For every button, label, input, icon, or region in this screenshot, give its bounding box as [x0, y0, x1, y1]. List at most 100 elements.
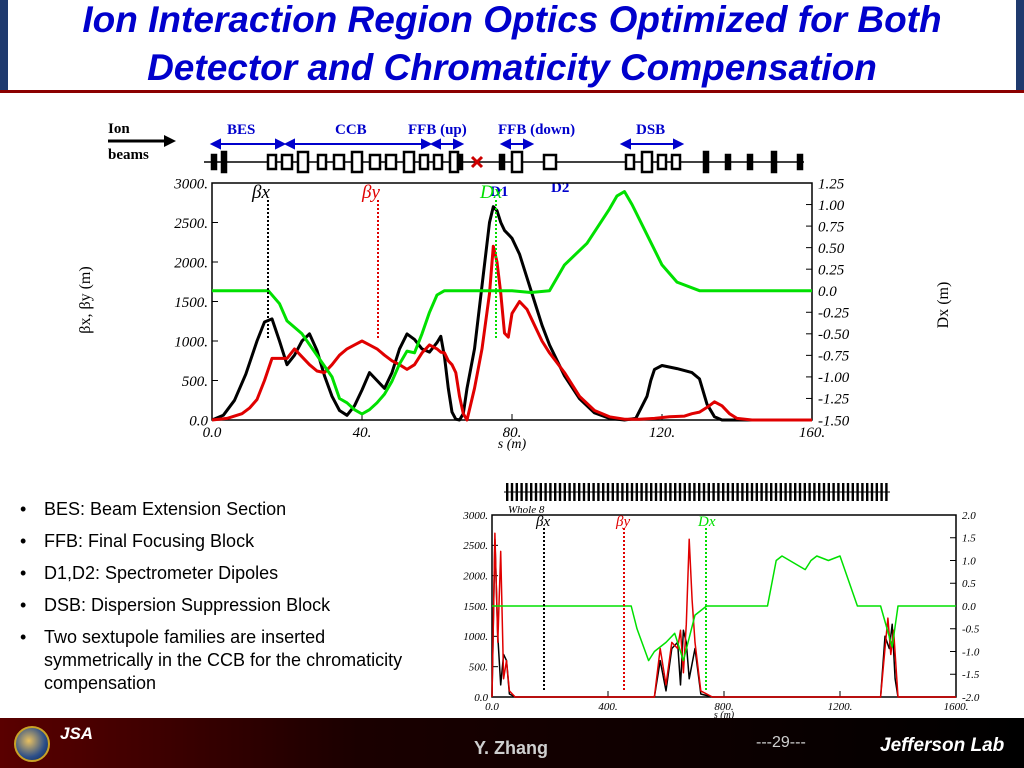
- title-edge-right: [1016, 0, 1024, 90]
- y2-tick-label: 0.75: [818, 219, 845, 235]
- beta-y-line: [211, 244, 812, 422]
- lattice-magnet: [542, 153, 558, 171]
- dispersion-line: [492, 555, 956, 662]
- legend-label: βx: [251, 182, 270, 203]
- title-rule: [0, 90, 1024, 93]
- x-tick-label: 40.: [353, 425, 372, 441]
- x-tick-label: 1600.: [944, 701, 969, 713]
- y2-tick-label: -0.50: [818, 327, 850, 343]
- y2-tick-label: 0.5: [962, 578, 976, 590]
- y2-tick-label: 2.0: [962, 510, 976, 522]
- y-tick-label: 2500.: [463, 540, 488, 552]
- y2-tick-label: 1.5: [962, 533, 976, 545]
- x-tick-label: 800.: [714, 701, 733, 713]
- y-tick-label: 1500.: [463, 601, 488, 613]
- lattice-elements: [210, 150, 804, 174]
- lattice-magnet: [746, 153, 754, 171]
- x-tick-label: 0.0: [203, 425, 222, 441]
- ion-label: Ion: [108, 121, 130, 137]
- page-number: ---29---: [756, 734, 806, 751]
- lattice-magnet: [702, 150, 710, 174]
- ffb-up-range-head-right: [453, 138, 465, 150]
- y-tick-label: 3000.: [173, 176, 208, 192]
- x-tick-label: 160.: [799, 425, 825, 441]
- dispersion-line: [212, 190, 812, 416]
- beams-label: beams: [108, 147, 149, 163]
- y-tick-label: 0.0: [474, 692, 488, 704]
- x-tick-label: 120.: [649, 425, 675, 441]
- bullet-item: FFB: Final Focusing Block: [18, 530, 418, 553]
- lattice-magnet: [266, 153, 278, 171]
- ion-beam-arrow-head: [164, 135, 176, 147]
- jsa-logo: JSA: [60, 724, 94, 743]
- y-tick-label: 2000.: [174, 255, 208, 271]
- y-tick-label: 2500.: [174, 216, 208, 232]
- y2-tick-label: 1.00: [818, 198, 845, 214]
- y-tick-label: 1000.: [174, 334, 208, 350]
- y-tick-label: 2000.: [463, 571, 488, 583]
- bullet-item: Two sextupole families are inserted symm…: [18, 626, 418, 695]
- bullet-list: BES: Beam Extension Section FFB: Final F…: [18, 498, 418, 704]
- bes-range-head-left: [209, 138, 221, 150]
- y-tick-label: 1500.: [174, 295, 208, 311]
- y-tick-label: 3000.: [462, 510, 488, 522]
- y2-tick-label: -0.75: [818, 349, 850, 365]
- lattice-magnet: [316, 153, 328, 171]
- x-tick-label: 1200.: [828, 701, 853, 713]
- section-label-dsb: DSB: [636, 122, 665, 138]
- bullet-item: DSB: Dispersion Suppression Block: [18, 594, 418, 617]
- x-mark-icon: [470, 155, 484, 169]
- dipole-label-d2: D2: [551, 180, 569, 196]
- lattice-magnet: [296, 150, 310, 174]
- beta-x-line: [491, 538, 956, 698]
- lattice-magnet: [770, 150, 778, 174]
- inset-lattice-elements: [504, 483, 890, 501]
- y2-tick-label: -1.50: [818, 413, 850, 429]
- ccb-range-head-right: [421, 138, 433, 150]
- y-tick-label: 500.: [182, 374, 208, 390]
- section-label-bes: BES: [227, 122, 255, 138]
- section-label-ccb: CCB: [335, 122, 367, 138]
- lattice-magnet: [670, 153, 682, 171]
- inset-plot-area: 0.0 400. 800. 1200. 1600. 0.0 500. 1000. 1500. 20…: [462, 504, 980, 720]
- y2-tick-label: 1.0: [962, 555, 976, 567]
- y2-tick-label: 0.0: [962, 601, 976, 613]
- lattice-magnet: [368, 153, 382, 171]
- ffb-up-range-head-left: [429, 138, 441, 150]
- legend-label: Dx: [697, 514, 716, 530]
- lattice-magnet: [624, 153, 636, 171]
- dsb-range-head-right: [673, 138, 685, 150]
- lattice-magnet: [656, 153, 668, 171]
- lattice-magnet: [210, 153, 218, 171]
- slide-title-line2: Detector and Chromaticity Compensation: [147, 47, 877, 88]
- lattice-magnet: [384, 153, 398, 171]
- y2-tick-label: -0.25: [818, 306, 850, 322]
- lattice-magnet: [510, 150, 524, 174]
- title-edge-left: [0, 0, 8, 90]
- ccb-range-head-left: [283, 138, 295, 150]
- legend-label: βx: [535, 514, 550, 530]
- section-label-ffb-up: FFB (up): [408, 122, 467, 138]
- beta-x-line: [211, 205, 812, 422]
- y2-tick-label: -0.5: [962, 624, 980, 636]
- y2-tick-label: 0.50: [818, 241, 845, 257]
- lattice-magnet: [498, 153, 506, 171]
- y-tick-label: 1000.: [463, 631, 488, 643]
- legend-label: βy: [361, 182, 380, 203]
- main-plot-area: 0.0 40. 80. 120. 160. 0.0 500. 1000. 1500. 2000. 2…: [77, 176, 952, 452]
- title-bar: Ion Interaction Region Optics Optimized …: [0, 0, 1024, 93]
- footer-author: Y. Zhang: [474, 738, 549, 758]
- lattice-magnet: [640, 150, 654, 174]
- y2-tick-label: 0.25: [818, 262, 845, 278]
- lattice-magnet: [280, 153, 294, 171]
- y2-axis-label: Dx (m): [935, 282, 952, 329]
- footer-bar: JSA Y. Zhang ---29--- Jefferson Lab: [0, 718, 1024, 768]
- bes-range-head-right: [275, 138, 287, 150]
- y2-tick-label: -1.0: [962, 646, 980, 658]
- beta-y-line: [491, 532, 956, 698]
- y2-tick-label: 1.25: [818, 176, 845, 192]
- x-axis-label: s (m): [498, 437, 527, 452]
- x-tick-label: 80.: [503, 425, 522, 441]
- legend-label: Dx: [479, 182, 503, 203]
- lattice-magnet: [796, 153, 804, 171]
